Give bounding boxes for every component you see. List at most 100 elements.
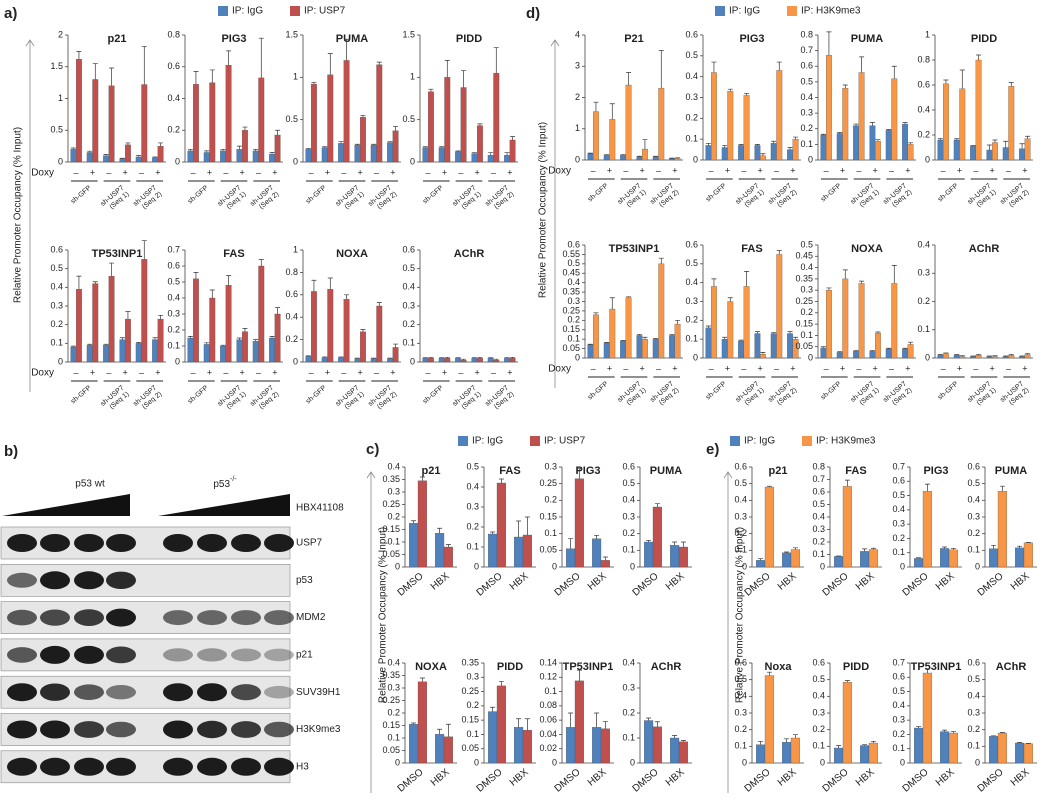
y-tick-label: 0.5 (167, 276, 180, 286)
bar (836, 352, 843, 359)
subplot-title: AChR (969, 243, 1000, 255)
panel-label: e) (706, 441, 719, 458)
error-bar (738, 144, 744, 146)
dose-wedge (2, 494, 130, 516)
bar (652, 726, 662, 764)
blot-row-label: MDM2 (296, 612, 326, 623)
doxy-tick: – (341, 167, 346, 177)
error-bar (787, 147, 793, 150)
y-tick-label: 0.05 (461, 743, 479, 753)
y-tick-label: 0.5 (800, 239, 813, 249)
error-bar (793, 136, 799, 140)
legend-label: IP: IgG (232, 6, 263, 17)
subplot-title: AChR (454, 248, 485, 260)
subplot-title: p21 (769, 465, 788, 477)
error-bar (836, 745, 842, 748)
y-tick-label: 0.4 (892, 700, 905, 710)
bar (782, 742, 792, 764)
error-bar (327, 53, 333, 75)
error-bar (760, 153, 766, 156)
error-bar (1019, 355, 1025, 357)
bar (493, 359, 500, 363)
bar (354, 144, 361, 163)
error-bar (242, 126, 248, 131)
error-bar (646, 539, 652, 542)
bar (678, 546, 688, 568)
error-bar (419, 476, 425, 481)
y-tick-label: 0.3 (402, 300, 415, 310)
error-bar (1025, 135, 1031, 139)
bar (522, 534, 532, 568)
y-tick-label: 0 (742, 757, 747, 767)
y-tick-label: 0.1 (387, 732, 400, 742)
error-bar (924, 668, 930, 673)
error-bar (916, 726, 922, 728)
y-tick-label: 0.3 (466, 501, 479, 511)
bar (743, 95, 750, 161)
blot-band (40, 720, 70, 739)
bar (152, 157, 158, 163)
y-tick-label: 0.15 (382, 524, 400, 534)
x-tick-label: DMSO (743, 767, 773, 795)
error-bar (204, 342, 210, 345)
bar (428, 91, 434, 163)
error-bar (1017, 742, 1023, 743)
legend-label: IP: USP7 (544, 436, 586, 447)
error-bar (991, 544, 997, 549)
bar (593, 111, 599, 161)
y-tick-label: 0.8 (285, 267, 298, 277)
error-bar (103, 154, 109, 156)
bar (743, 286, 750, 359)
y-tick-label: 0.7 (892, 657, 905, 667)
bar (603, 342, 610, 359)
error-bar (999, 485, 1005, 492)
doxy-label: Doxy (31, 368, 54, 379)
error-bar (669, 334, 675, 336)
error-bar (322, 146, 328, 148)
y-tick-label: 0.4 (685, 277, 698, 287)
error-bar (376, 302, 382, 306)
bar (678, 741, 688, 764)
group-label: sh-GFP (70, 384, 93, 405)
doxy-tick: + (990, 363, 995, 373)
legend-swatch (787, 6, 797, 16)
bar (574, 680, 584, 764)
error-bar (642, 336, 648, 340)
error-bar (976, 54, 982, 60)
y-tick-label: 0.15 (795, 318, 813, 328)
error-bar (226, 275, 232, 286)
doxy-tick: + (957, 165, 962, 175)
error-bar (92, 63, 98, 80)
doxy-tick: – (591, 165, 596, 175)
y-tick-label: 0.45 (795, 251, 813, 261)
y-tick-label: 0.5 (402, 263, 415, 273)
bar (343, 60, 350, 163)
doxy-tick: – (256, 367, 261, 377)
y-tick-label: 0.1 (544, 686, 557, 696)
error-bar (787, 331, 793, 334)
bar (705, 145, 712, 161)
blot-group: p53-/- (213, 476, 237, 490)
bar (992, 356, 998, 359)
doxy-tick: – (139, 367, 144, 377)
bar (970, 146, 976, 161)
bar (705, 327, 712, 359)
error-bar (844, 680, 850, 683)
subplot-title: PIG3 (923, 465, 948, 477)
error-bar (970, 145, 976, 147)
bar (600, 728, 610, 764)
doxy-tick: + (272, 367, 277, 377)
y-tick-label: 0 (410, 356, 415, 366)
error-bar (125, 142, 131, 145)
error-bar (636, 155, 642, 157)
y-tick-label: 0.4 (917, 104, 930, 114)
doxy-tick: + (873, 363, 878, 373)
bar (885, 348, 892, 359)
bar (1019, 148, 1025, 161)
bar (76, 289, 82, 363)
error-bar (654, 503, 660, 507)
bar (943, 353, 949, 359)
y-tick-label: 4 (575, 29, 580, 39)
bar (252, 341, 259, 363)
bar (587, 344, 594, 359)
